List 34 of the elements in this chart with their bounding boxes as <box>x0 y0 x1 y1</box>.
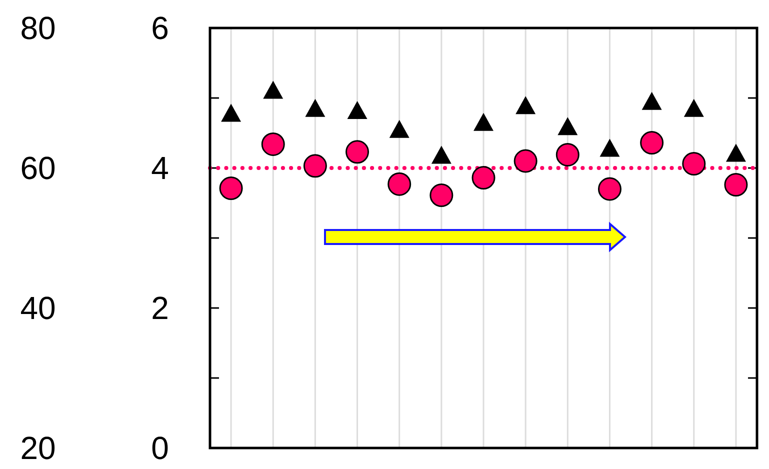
point <box>640 131 664 155</box>
point <box>219 176 243 200</box>
y2-tick-label: 40 <box>20 290 56 326</box>
point <box>263 80 284 99</box>
point <box>303 154 327 178</box>
point <box>516 96 536 114</box>
point <box>598 177 622 201</box>
y-tick-label: 6 <box>151 10 169 46</box>
point <box>347 101 368 119</box>
point <box>221 104 242 122</box>
point <box>514 149 538 173</box>
point <box>724 173 748 197</box>
point <box>682 152 706 176</box>
point <box>389 120 410 138</box>
point <box>472 166 496 190</box>
point <box>261 132 285 156</box>
y-tick-label: 2 <box>151 290 169 326</box>
point <box>430 184 454 208</box>
point <box>684 98 704 117</box>
point <box>431 146 452 164</box>
point <box>558 117 578 136</box>
y2-tick-label: 60 <box>20 150 56 186</box>
point <box>642 92 662 110</box>
point <box>726 144 746 162</box>
point <box>305 98 326 117</box>
y-tick-label: 0 <box>151 430 169 466</box>
point <box>346 140 370 164</box>
point <box>556 142 580 166</box>
y2-tick-label: 80 <box>20 10 56 46</box>
point <box>600 138 620 157</box>
y2-tick-label: 20 <box>20 430 56 466</box>
point <box>474 112 494 131</box>
point <box>388 172 412 196</box>
y-tick-label: 4 <box>151 150 169 186</box>
